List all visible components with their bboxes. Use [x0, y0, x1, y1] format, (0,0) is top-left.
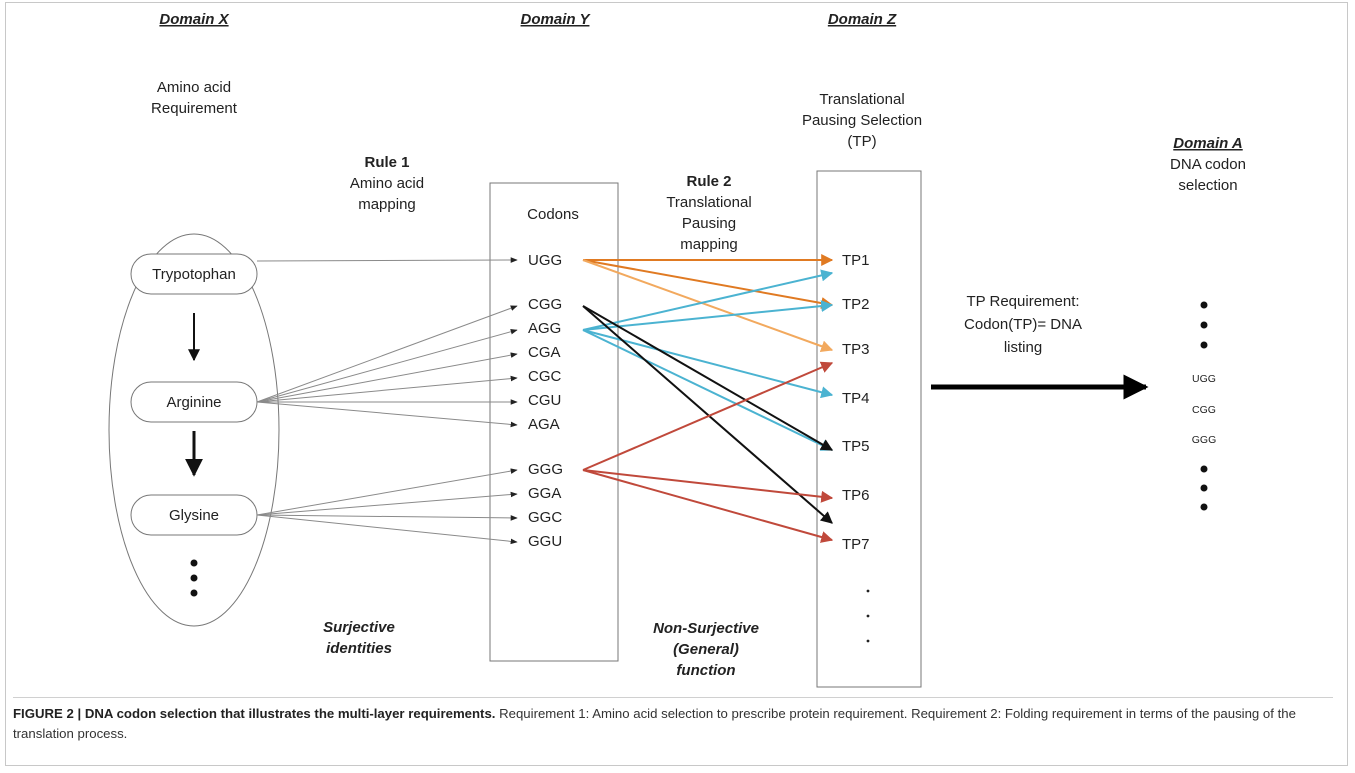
map-arrow-glysine-ggu: [256, 514, 518, 545]
caption-body: Requirement 1: Amino acid selection to p…: [13, 706, 1296, 741]
tp-box: [816, 170, 922, 688]
rule-1-line-1: Amino acid: [350, 175, 424, 192]
non-surjective-line-3: function: [676, 662, 735, 679]
tp-label: TP3: [842, 341, 870, 358]
domain-a-subtitle-line-2: selection: [1178, 177, 1237, 194]
codon-label: CGG: [528, 296, 562, 313]
domain-z-subtitle-line-1: Translational: [819, 91, 904, 108]
tp-arrow-ugg-tp2: [582, 259, 834, 309]
amino-acid-label-trypotophan: Trypotophan: [152, 266, 236, 283]
ellipsis-dot: [190, 559, 198, 567]
tp-arrow-agg-tp2: [582, 300, 834, 331]
tp-label: TP5: [842, 438, 870, 455]
codon-label: CGA: [528, 344, 561, 361]
domain-x-subtitle-line-1: Amino acid: [157, 79, 231, 96]
domain-x-subtitle-line-2: Requirement: [151, 100, 238, 117]
rule-1-title: Rule 1: [364, 154, 409, 171]
domain-a-subtitle-line-1: DNA codon: [1170, 156, 1246, 173]
non-surjective-line-2: (General): [673, 641, 739, 658]
dna-dot: [1200, 301, 1208, 309]
map-arrow-arginine-cgg: [256, 305, 518, 403]
tp-ellipsis-dot: [866, 614, 870, 618]
ellipsis-dot: [190, 574, 198, 582]
map-arrow-glysine-ggg: [256, 468, 518, 516]
tp-label: TP2: [842, 296, 870, 313]
rule-1-arrows: [256, 257, 518, 545]
tp-requirement-line-3: listing: [1004, 339, 1042, 356]
tp-label: TP1: [842, 252, 870, 269]
codon-label: AGA: [528, 416, 560, 433]
rule-2-arrows: [582, 254, 834, 543]
domain-x-title: Domain X: [159, 11, 229, 28]
map-arrow-trypotophan-ugg: [256, 257, 518, 263]
tp-label: TP4: [842, 390, 870, 407]
codon-label: GGG: [528, 461, 563, 478]
map-arrow-glysine-ggc: [256, 514, 518, 521]
dna-dot: [1200, 484, 1208, 492]
tp-list: TP1 TP2 TP3 TP4 TP5 TP6 TP7: [842, 252, 870, 553]
codon-label: GGA: [528, 485, 561, 502]
tp-arrow-agg-tp5: [582, 329, 834, 451]
domain-a-title: Domain A: [1173, 135, 1242, 152]
tp-ellipsis-dot: [866, 639, 870, 643]
tp-arrow-agg-tp1: [582, 269, 834, 331]
codons-header: Codons: [527, 206, 579, 223]
amino-acid-label-arginine: Arginine: [166, 394, 221, 411]
non-surjective-line-1: Non-Surjective: [653, 620, 759, 637]
codon-list: UGG CGG AGG CGA CGC CGU AGA GGG GGA GGC …: [528, 252, 563, 550]
amino-acid-ellipse: [108, 233, 280, 627]
tp-arrow-ggg-tp3: [582, 361, 834, 471]
tp-label: TP6: [842, 487, 870, 504]
dna-dot: [1200, 321, 1208, 329]
dna-codon-label: CGG: [1192, 404, 1216, 416]
caption-title: FIGURE 2 | DNA codon selection that illu…: [13, 706, 496, 721]
domain-z-subtitle-line-2: Pausing Selection: [802, 112, 922, 129]
figure-caption: FIGURE 2 | DNA codon selection that illu…: [13, 697, 1333, 763]
surjective-line-2: identities: [326, 640, 392, 657]
map-arrow-arginine-agg: [256, 328, 518, 403]
map-arrow-arginine-cgc: [256, 375, 518, 403]
amino-acid-label-glysine: Glysine: [169, 507, 219, 524]
tp-arrow-cgg-tp5: [582, 305, 834, 451]
dna-dot: [1200, 341, 1208, 349]
codons-box: [489, 182, 619, 662]
tp-requirement-line-1: TP Requirement:: [966, 293, 1079, 310]
tp-arrow-agg-tp4: [582, 329, 834, 399]
domain-z-title: Domain Z: [828, 11, 897, 28]
codon-label: CGC: [528, 368, 562, 385]
ellipsis-dot: [190, 589, 198, 597]
dna-dot: [1200, 465, 1208, 473]
surjective-line-1: Surjective: [323, 619, 395, 636]
dna-dot: [1200, 503, 1208, 511]
domain-y-title: Domain Y: [521, 11, 592, 28]
codon-label: CGU: [528, 392, 561, 409]
codon-label: GGC: [528, 509, 562, 526]
dna-codon-label: GGG: [1192, 434, 1217, 446]
codon-label: GGU: [528, 533, 562, 550]
rule-2-title: Rule 2: [686, 173, 731, 190]
figure-frame: Domain X Amino acid Requirement Domain Y…: [5, 2, 1348, 766]
codon-selection-diagram: Domain X Amino acid Requirement Domain Y…: [108, 11, 1246, 688]
tp-ellipsis-dot: [866, 589, 870, 593]
rule-1-line-2: mapping: [358, 196, 416, 213]
rule-2-line-3: mapping: [680, 236, 738, 253]
codon-label: AGG: [528, 320, 561, 337]
rule-2-line-2: Pausing: [682, 215, 736, 232]
amino-acid-node-trypotophan: [130, 253, 258, 295]
map-arrow-arginine-aga: [256, 401, 518, 428]
tp-label: TP7: [842, 536, 870, 553]
tp-arrow-ugg-tp3: [582, 259, 834, 352]
map-arrow-arginine-cga: [256, 352, 518, 403]
domain-z-subtitle-line-3: (TP): [847, 133, 876, 150]
tp-arrow-cgg-tp7: [582, 305, 833, 524]
map-arrow-glysine-gga: [256, 491, 518, 516]
tp-arrow-ggg-tp6: [582, 469, 834, 503]
tp-arrow-ggg-tp7: [582, 469, 834, 543]
rule-2-line-1: Translational: [666, 194, 751, 211]
codon-label: UGG: [528, 252, 562, 269]
tp-requirement-line-2: Codon(TP)= DNA: [964, 316, 1082, 333]
dna-codon-label: UGG: [1192, 373, 1216, 385]
